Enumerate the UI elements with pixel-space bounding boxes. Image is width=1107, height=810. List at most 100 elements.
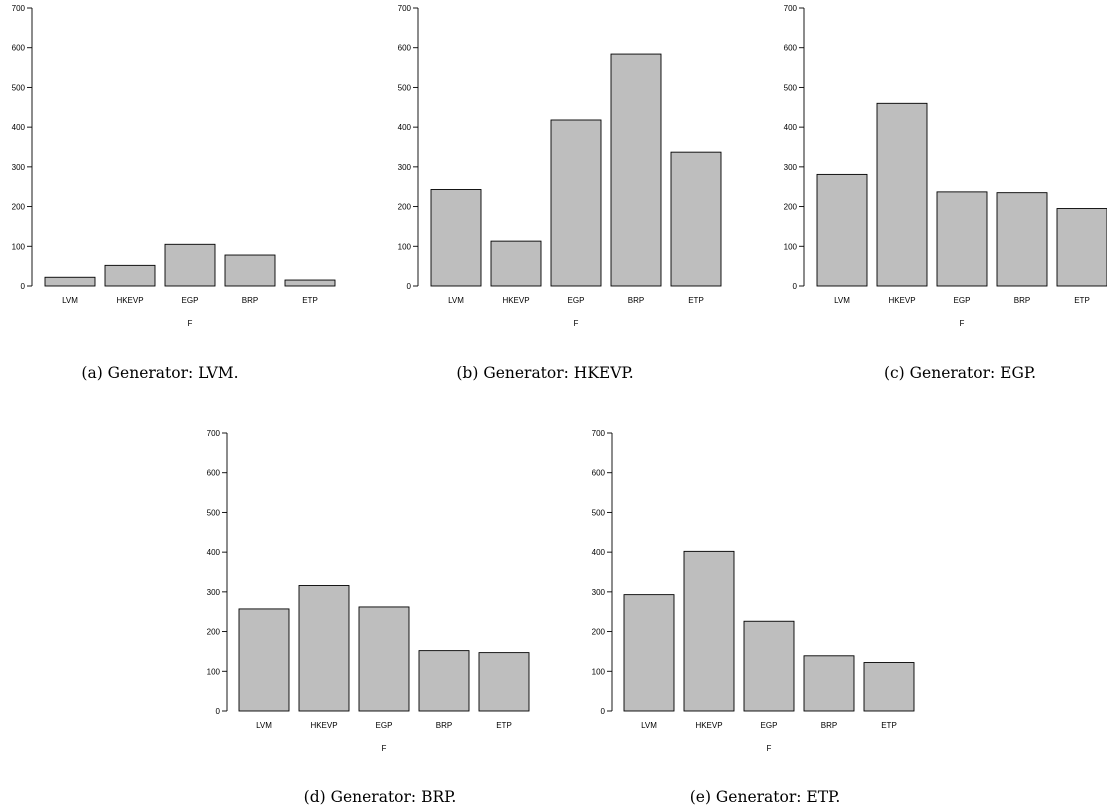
x-tick-label: BRP <box>436 721 452 730</box>
x-tick-label: LVM <box>62 296 78 305</box>
y-tick-label: 200 <box>207 628 221 637</box>
x-tick-label: EGP <box>376 721 393 730</box>
y-tick-label: 300 <box>207 588 221 597</box>
x-tick-label: HKEVP <box>888 296 915 305</box>
y-tick-label: 0 <box>216 707 221 716</box>
bar-etp <box>478 652 530 712</box>
bar-etp <box>284 279 336 287</box>
y-tick-label: 600 <box>784 44 798 53</box>
bar-brp <box>803 655 855 712</box>
bar-lvm <box>430 189 482 287</box>
x-tick-label: LVM <box>641 721 657 730</box>
panel-caption: (c) Generator: EGP. <box>884 364 1036 382</box>
panel-caption: (b) Generator: HKEVP. <box>456 364 633 382</box>
y-tick-label: 400 <box>592 548 606 557</box>
y-tick-label: 100 <box>207 667 221 676</box>
x-tick-label: ETP <box>302 296 318 305</box>
chart-panel-5: 0 100 200 300 400 500 600 700 LVM HKEVP EGP BRP ETP F… <box>592 429 915 806</box>
x-tick-label: HKEVP <box>116 296 143 305</box>
y-tick-label: 400 <box>12 123 26 132</box>
x-tick-label: HKEVP <box>502 296 529 305</box>
y-tick-label: 300 <box>784 163 798 172</box>
y-tick-label: 200 <box>12 203 26 212</box>
x-tick-label: LVM <box>834 296 850 305</box>
y-tick-label: 300 <box>12 163 26 172</box>
x-axis-label: F <box>382 744 387 753</box>
y-tick-label: 700 <box>207 429 221 438</box>
x-tick-label: ETP <box>496 721 512 730</box>
x-tick-label: EGP <box>761 721 778 730</box>
bar-hkevp <box>104 264 156 287</box>
y-tick-label: 200 <box>398 203 412 212</box>
y-tick-label: 600 <box>592 469 606 478</box>
chart-panel-4: 0 100 200 300 400 500 600 700 LVM HKEVP EGP BRP ETP F… <box>207 429 530 806</box>
bar-egp <box>164 243 216 287</box>
x-tick-label: BRP <box>821 721 837 730</box>
chart-panel-1: 0 100 200 300 400 500 600 700 LVM HKEVP EGP BRP ETP F… <box>12 4 336 382</box>
x-tick-label: HKEVP <box>695 721 722 730</box>
y-tick-label: 500 <box>207 508 221 517</box>
y-tick-label: 700 <box>398 4 412 13</box>
x-tick-label: BRP <box>1014 296 1030 305</box>
panel-caption: (d) Generator: BRP. <box>304 788 457 806</box>
bar-egp <box>550 119 602 287</box>
y-tick-label: 700 <box>12 4 26 13</box>
x-tick-label: EGP <box>954 296 971 305</box>
y-tick-label: 100 <box>784 242 798 251</box>
x-tick-label: EGP <box>182 296 199 305</box>
y-tick-label: 0 <box>407 282 412 291</box>
bar-egp <box>358 606 410 712</box>
bar-etp <box>670 151 722 287</box>
y-tick-label: 100 <box>12 242 26 251</box>
y-tick-label: 500 <box>398 83 412 92</box>
y-tick-label: 400 <box>207 548 221 557</box>
x-axis-label: F <box>188 319 193 328</box>
bar-lvm <box>238 608 290 712</box>
y-tick-label: 200 <box>592 628 606 637</box>
bar-egp <box>936 191 988 287</box>
y-tick-label: 0 <box>601 707 606 716</box>
y-tick-label: 700 <box>784 4 798 13</box>
x-axis-label: F <box>574 319 579 328</box>
bar-hkevp <box>683 550 735 712</box>
y-tick-label: 700 <box>592 429 606 438</box>
bar-lvm <box>44 276 96 287</box>
y-tick-label: 500 <box>784 83 798 92</box>
x-tick-label: ETP <box>1074 296 1090 305</box>
bar-brp <box>610 53 662 287</box>
panel-caption: (a) Generator: LVM. <box>81 364 238 382</box>
bar-brp <box>224 254 276 287</box>
bar-brp <box>418 650 470 712</box>
y-tick-label: 100 <box>592 667 606 676</box>
x-tick-label: BRP <box>628 296 644 305</box>
y-tick-label: 0 <box>793 282 798 291</box>
x-tick-label: HKEVP <box>310 721 337 730</box>
bar-lvm <box>623 594 675 712</box>
bar-egp <box>743 620 795 712</box>
bar-lvm <box>816 173 868 287</box>
y-tick-label: 0 <box>21 282 26 291</box>
y-tick-label: 600 <box>207 469 221 478</box>
chart-panel-3: 0 100 200 300 400 500 600 700 LVM HKEVP EGP BRP ETP F… <box>784 4 1107 382</box>
y-tick-label: 300 <box>398 163 412 172</box>
bar-etp <box>863 662 915 712</box>
bar-hkevp <box>490 240 542 287</box>
y-tick-label: 100 <box>398 242 412 251</box>
x-axis-label: F <box>767 744 772 753</box>
x-tick-label: LVM <box>256 721 272 730</box>
y-tick-label: 300 <box>592 588 606 597</box>
y-tick-label: 500 <box>592 508 606 517</box>
x-tick-label: LVM <box>448 296 464 305</box>
y-tick-label: 600 <box>12 44 26 53</box>
bar-brp <box>996 192 1048 287</box>
y-tick-label: 600 <box>398 44 412 53</box>
y-tick-label: 400 <box>398 123 412 132</box>
panel-caption: (e) Generator: ETP. <box>690 788 841 806</box>
x-tick-label: ETP <box>688 296 704 305</box>
y-tick-label: 200 <box>784 203 798 212</box>
bar-hkevp <box>298 585 350 712</box>
x-tick-label: EGP <box>568 296 585 305</box>
bar-etp <box>1056 208 1107 287</box>
x-tick-label: ETP <box>881 721 897 730</box>
